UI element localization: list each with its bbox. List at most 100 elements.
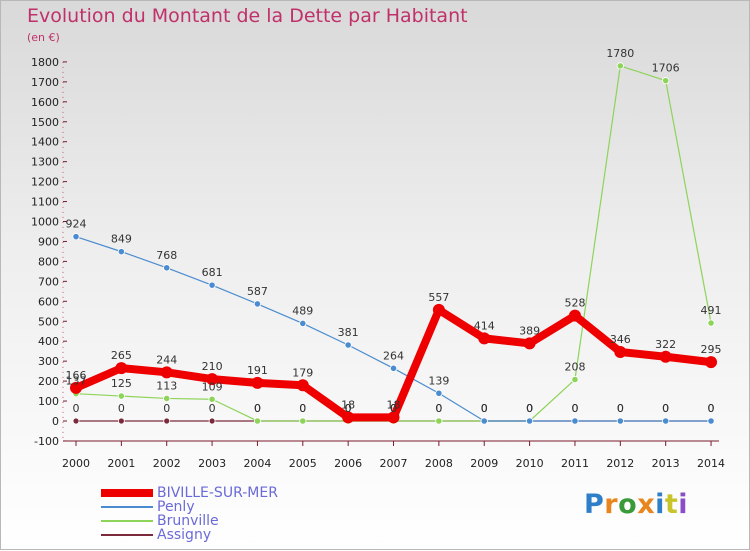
data-point xyxy=(571,417,579,425)
x-tick-label: 2000 xyxy=(62,457,90,470)
data-point xyxy=(571,375,579,384)
data-point xyxy=(206,373,219,386)
chart-subtitle: (en €) xyxy=(27,31,60,44)
y-tick-label: 100 xyxy=(38,395,59,408)
data-label: 0 xyxy=(254,402,261,415)
x-tick-label: 2003 xyxy=(198,457,226,470)
data-label: 191 xyxy=(247,364,268,377)
data-point xyxy=(662,417,670,425)
data-point xyxy=(163,417,171,425)
data-label: 0 xyxy=(571,402,578,415)
data-label: 18 xyxy=(387,398,401,411)
data-label: 1706 xyxy=(652,62,680,75)
data-point xyxy=(117,417,125,425)
x-tick-label: 2012 xyxy=(606,457,634,470)
data-label: 389 xyxy=(519,324,540,337)
logo-letter: t xyxy=(664,489,679,520)
data-label: 0 xyxy=(617,402,624,415)
y-tick-label: 1500 xyxy=(31,116,59,129)
data-point xyxy=(435,417,443,425)
data-label: 0 xyxy=(345,402,352,415)
data-point xyxy=(251,376,264,389)
data-point xyxy=(478,332,491,345)
data-label: 0 xyxy=(390,402,397,415)
data-point xyxy=(72,417,80,425)
logo-letter: P xyxy=(584,489,605,520)
data-label: 208 xyxy=(564,361,585,374)
data-label: 0 xyxy=(209,402,216,415)
data-label: 264 xyxy=(383,349,404,362)
data-point xyxy=(296,379,309,392)
data-label: 0 xyxy=(73,402,80,415)
data-point xyxy=(705,356,718,369)
y-tick-label: 1400 xyxy=(31,136,59,149)
y-tick-label: 1700 xyxy=(31,76,59,89)
data-label: 0 xyxy=(526,402,533,415)
data-point xyxy=(342,411,355,424)
x-tick-label: 2002 xyxy=(153,457,181,470)
y-tick-label: 1800 xyxy=(31,56,59,69)
x-tick-label: 2008 xyxy=(425,457,453,470)
data-label: 0 xyxy=(481,402,488,415)
y-tick-label: 1300 xyxy=(31,156,59,169)
data-label: 109 xyxy=(202,380,223,393)
data-label: 0 xyxy=(299,402,306,415)
data-label: 849 xyxy=(111,233,132,246)
y-tick-label: 300 xyxy=(38,355,59,368)
legend-label: Brunville xyxy=(157,513,219,529)
y-tick-label: 400 xyxy=(38,335,59,348)
data-label: 139 xyxy=(428,374,449,387)
data-label: 0 xyxy=(708,402,715,415)
data-label: 0 xyxy=(254,402,261,415)
x-tick-label: 2006 xyxy=(334,457,362,470)
data-label: 0 xyxy=(662,402,669,415)
data-label: 18 xyxy=(341,398,355,411)
x-tick-label: 2011 xyxy=(561,457,589,470)
legend-label: Assigny xyxy=(157,527,212,543)
data-label: 768 xyxy=(156,249,177,262)
legend-label: BIVILLE-SUR-MER xyxy=(157,485,278,501)
data-label: 137 xyxy=(66,375,87,388)
chart-title: Evolution du Montant de la Dette par Hab… xyxy=(27,5,468,27)
data-label: 0 xyxy=(526,402,533,415)
data-label: 0 xyxy=(481,402,488,415)
x-tick-label: 2004 xyxy=(243,457,271,470)
y-tick-label: 1100 xyxy=(31,196,59,209)
data-point xyxy=(616,62,624,70)
y-tick-label: 500 xyxy=(38,315,59,328)
data-label: 113 xyxy=(156,379,177,392)
axes: -100010020030040050060070080090010001100… xyxy=(31,56,725,470)
legend-swatch-assigny xyxy=(101,534,153,536)
data-label: 0 xyxy=(662,402,669,415)
data-label: 489 xyxy=(292,304,313,317)
data-point xyxy=(525,417,534,425)
logo-letter: i xyxy=(655,489,665,520)
x-tick-label: 2001 xyxy=(107,457,135,470)
data-label: 0 xyxy=(118,402,125,415)
data-label: 179 xyxy=(292,366,313,379)
data-label: 491 xyxy=(701,304,722,317)
legend-swatch-brunville xyxy=(101,520,153,522)
data-label: 0 xyxy=(571,402,578,415)
x-tick-label: 2010 xyxy=(516,457,544,470)
data-point xyxy=(208,281,216,289)
data-label: 0 xyxy=(163,402,170,415)
data-point xyxy=(616,417,624,425)
data-label: 0 xyxy=(299,402,306,415)
legend-swatch-biville xyxy=(101,489,153,497)
data-label: 244 xyxy=(156,353,177,366)
y-tick-label: 800 xyxy=(38,255,59,268)
data-point xyxy=(568,309,581,322)
data-point xyxy=(208,395,216,403)
x-tick-label: 2007 xyxy=(380,457,408,470)
data-label: 414 xyxy=(474,319,495,332)
data-label: 0 xyxy=(481,402,488,415)
data-label: 528 xyxy=(564,297,585,310)
data-label: 0 xyxy=(617,402,624,415)
data-point xyxy=(614,345,627,358)
data-point xyxy=(523,337,536,350)
data-point xyxy=(299,319,307,328)
logo-letter: o xyxy=(618,489,638,520)
data-point xyxy=(659,350,672,363)
